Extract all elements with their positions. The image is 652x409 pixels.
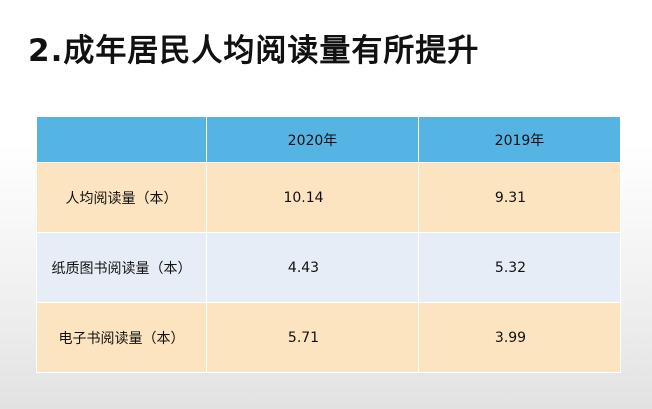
value-2020: 4.43 xyxy=(206,232,419,303)
slide-title: 2.成年居民人均阅读量有所提升 xyxy=(28,33,480,69)
header-cell-2020: 2020年 xyxy=(206,116,419,163)
row-label: 纸质图书阅读量（本） xyxy=(36,232,207,303)
row-label: 电子书阅读量（本） xyxy=(36,302,207,373)
header-cell-2019: 2019年 xyxy=(418,116,621,163)
value-2020: 10.14 xyxy=(206,162,419,233)
value-2019: 3.99 xyxy=(418,302,621,373)
reading-volume-table: 2020年 2019年 人均阅读量（本） 10.14 9.31 纸质图书阅读量（… xyxy=(36,116,621,373)
value-2019: 9.31 xyxy=(418,162,621,233)
value-2020: 5.71 xyxy=(206,302,419,373)
table-header-row: 2020年 2019年 xyxy=(36,116,621,163)
header-cell-blank xyxy=(36,116,207,163)
row-label: 人均阅读量（本） xyxy=(36,162,207,233)
value-2019: 5.32 xyxy=(418,232,621,303)
table-row: 纸质图书阅读量（本） 4.43 5.32 xyxy=(36,232,621,303)
table-row: 人均阅读量（本） 10.14 9.31 xyxy=(36,162,621,233)
table-row: 电子书阅读量（本） 5.71 3.99 xyxy=(36,302,621,373)
